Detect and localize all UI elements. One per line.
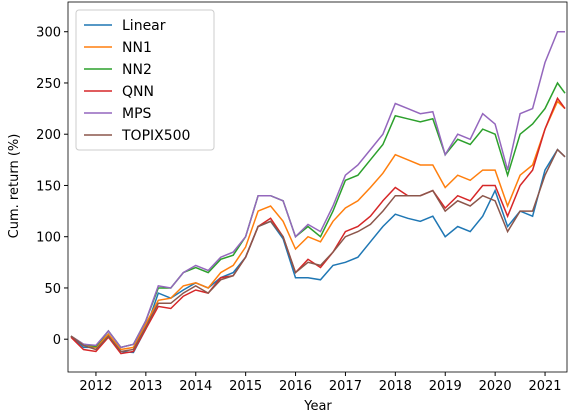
x-tick-label: 2014	[179, 379, 212, 394]
x-axis-label: Year	[303, 399, 332, 414]
x-tick-label: 2017	[329, 379, 362, 394]
y-tick-label: 0	[53, 333, 61, 348]
y-tick-label: 300	[36, 26, 61, 41]
y-axis-label: Cum. return (%)	[7, 134, 22, 239]
series-line	[70, 30, 565, 349]
legend-box	[75, 9, 215, 151]
x-tick-label: 2015	[229, 379, 262, 394]
x-tick-label: 2021	[528, 379, 561, 394]
legend-label: NN2	[122, 62, 152, 78]
x-tick-label: 2018	[379, 379, 412, 394]
y-tick-label: 250	[36, 77, 61, 92]
legend-label: MPS	[122, 106, 152, 122]
x-tick-label: 2016	[279, 379, 312, 394]
x-tick-label: 2019	[429, 379, 462, 394]
series-line	[70, 96, 566, 355]
y-tick-label: 50	[44, 282, 61, 297]
x-tick-label: 2012	[79, 379, 112, 394]
legend-label: TOPIX500	[121, 128, 190, 144]
legend-label: NN1	[122, 40, 152, 56]
y-tick-label: 100	[36, 231, 61, 246]
legend-label: Linear	[122, 18, 166, 34]
plot-frame	[67, 1, 568, 373]
series-line	[70, 148, 566, 354]
series-line	[70, 148, 566, 353]
y-tick-label: 150	[36, 179, 61, 194]
x-tick-label: 2013	[129, 379, 162, 394]
series-line	[70, 100, 566, 351]
x-tick-label: 2020	[479, 379, 512, 394]
y-tick-label: 200	[36, 128, 61, 143]
legend-label: QNN	[122, 84, 154, 100]
